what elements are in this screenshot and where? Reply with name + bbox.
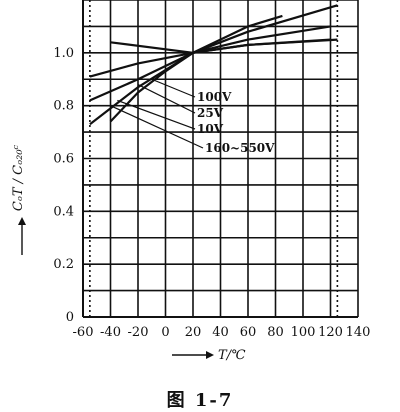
series-label-25V: 25V: [197, 106, 224, 120]
y-axis-arrow-head: [18, 217, 26, 225]
series-label-leader-3: [110, 105, 204, 149]
y-axis-title-group: CₒT / Cₒ₂₀ᶜ: [11, 144, 26, 211]
x-tick-label-1: -40: [100, 325, 121, 340]
y-tick-label-2: 0.4: [53, 204, 74, 219]
x-tick-label-5: 40: [212, 325, 229, 340]
series-label-leader-2: [117, 99, 196, 130]
series-line-160~550V: [109, 14, 283, 123]
series-label-100V: 100V: [197, 90, 232, 104]
y-axis-title: CₒT / Cₒ₂₀ᶜ: [11, 144, 26, 211]
x-tick-label-3: 0: [161, 325, 169, 340]
x-tick-label-4: 20: [185, 325, 202, 340]
x-axis-arrow-head: [206, 351, 214, 359]
series-line-unlabeled: [110, 38, 338, 54]
y-tick-label-5: 1.0: [53, 46, 74, 61]
y-tick-label-4: 0.8: [53, 99, 74, 114]
x-tick-label-2: -20: [128, 325, 149, 340]
x-tick-label-6: 60: [240, 325, 257, 340]
y-tick-label-1: 0.2: [53, 257, 74, 272]
x-tick-label-0: -60: [73, 325, 94, 340]
figure-caption: 图 1-7: [166, 390, 234, 411]
series-label-10V: 10V: [197, 122, 224, 136]
y-tick-label-3: 0.6: [53, 152, 74, 167]
series-label-160~550V: 160~550V: [205, 141, 275, 155]
x-tick-label-10: 140: [346, 325, 371, 340]
x-tick-label-7: 80: [267, 325, 284, 340]
x-tick-label-9: 120: [318, 325, 343, 340]
x-axis-title: T/℃: [218, 348, 246, 363]
y-tick-label-0: 0: [66, 310, 74, 325]
x-tick-label-8: 100: [291, 325, 316, 340]
series-label-leader-1: [137, 83, 196, 114]
series-label-leader-0: [151, 78, 196, 98]
